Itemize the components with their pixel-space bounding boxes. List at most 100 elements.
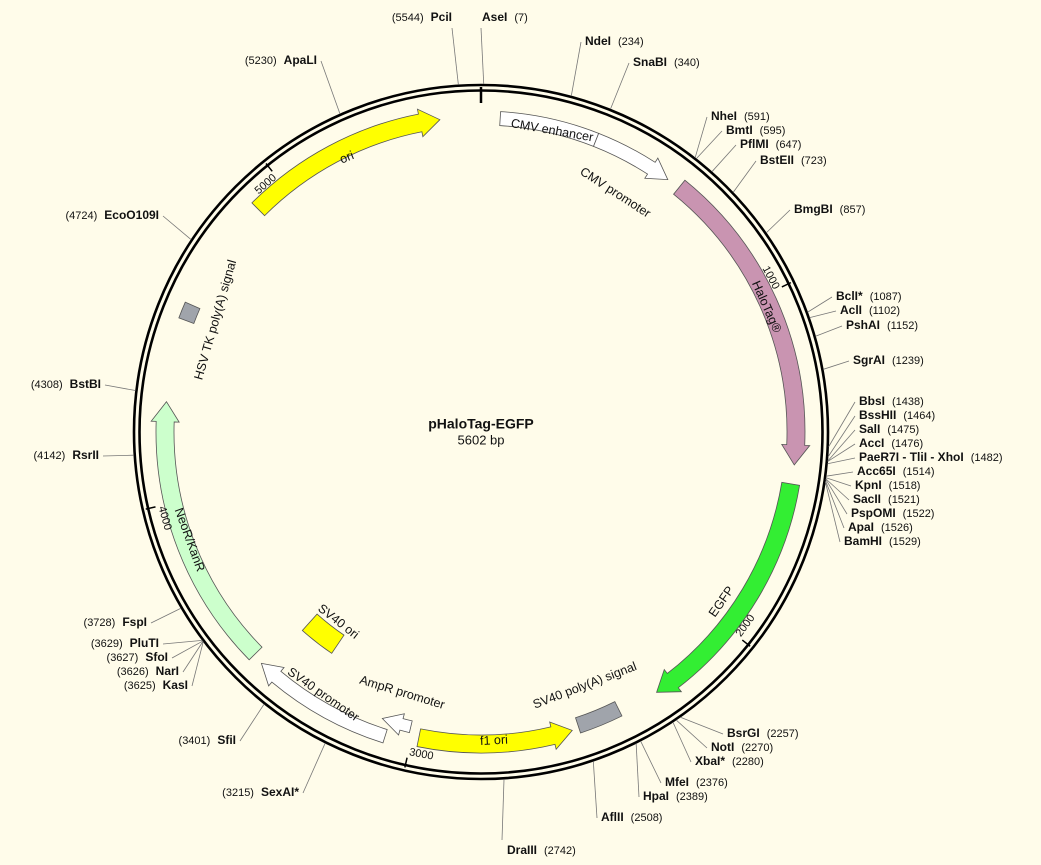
site-leader xyxy=(451,27,459,85)
site-name: AflII xyxy=(601,810,624,824)
site-leader xyxy=(827,443,856,462)
site-leader xyxy=(104,384,136,391)
site-leader xyxy=(320,60,341,114)
site-position: (1518) xyxy=(889,480,921,492)
site-leader xyxy=(825,481,841,543)
site-name: AccI xyxy=(859,436,884,450)
site-name: SacII xyxy=(853,492,881,506)
site-name: BstEII xyxy=(760,153,794,167)
site-name: BbsI xyxy=(859,394,885,408)
site-position: (3627) xyxy=(107,652,139,664)
site-name: BmgBI xyxy=(794,202,833,216)
site-leader xyxy=(610,62,630,110)
site-name: PaeR7I - TliI - XhoI xyxy=(859,450,964,464)
feature xyxy=(381,713,413,736)
site-leader xyxy=(827,457,856,465)
site-name: PflMI xyxy=(740,137,769,151)
site-leader xyxy=(182,641,204,673)
site-name: PluTI xyxy=(130,636,159,650)
site-position: (1529) xyxy=(889,536,921,548)
site-leader xyxy=(592,761,598,819)
site-leader xyxy=(635,743,640,798)
site-position: (1522) xyxy=(903,508,935,520)
site-leader xyxy=(807,296,833,313)
site-position: (2270) xyxy=(741,742,773,754)
site-name: BsrGI xyxy=(727,726,760,740)
site-position: (7) xyxy=(514,12,527,24)
site-position: (1475) xyxy=(887,424,919,436)
site-name: KasI xyxy=(163,678,188,692)
site-leader xyxy=(825,478,850,501)
site-leader xyxy=(162,215,192,240)
site-name: ApaI xyxy=(848,520,874,534)
scale-tick xyxy=(781,281,792,288)
site-name: DraIII xyxy=(507,843,537,857)
site-position: (340) xyxy=(674,57,700,69)
site-leader xyxy=(570,41,582,96)
site-position: (3629) xyxy=(91,638,123,650)
scale-tick xyxy=(404,757,408,768)
feature xyxy=(251,108,441,217)
scale-tick-label: 3000 xyxy=(408,746,434,762)
site-name: MfeI xyxy=(665,775,689,789)
site-leader xyxy=(102,454,134,457)
site-position: (3626) xyxy=(117,666,149,678)
site-name: PspOMI xyxy=(851,506,896,520)
site-leader xyxy=(480,27,485,85)
site-leader xyxy=(732,160,757,193)
site-position: (1521) xyxy=(888,494,920,506)
site-name: BmtI xyxy=(726,123,753,137)
site-name: BamHI xyxy=(844,534,882,548)
site-leader xyxy=(191,641,204,687)
site-position: (1102) xyxy=(869,305,900,317)
site-leader xyxy=(696,130,723,159)
site-leader xyxy=(150,607,182,624)
site-leader xyxy=(302,742,326,794)
site-name: BstBI xyxy=(70,377,101,391)
scale-tick xyxy=(145,506,156,510)
site-leader xyxy=(825,480,845,529)
site-position: (591) xyxy=(744,111,770,123)
feature xyxy=(673,179,811,466)
site-leader xyxy=(826,471,854,477)
site-leader xyxy=(827,429,856,462)
site-name: ApaLI xyxy=(284,53,317,67)
site-leader xyxy=(711,144,737,172)
site-leader xyxy=(501,779,505,841)
site-name: NotI xyxy=(711,740,734,754)
scale-tick xyxy=(741,639,751,647)
site-leader xyxy=(162,640,203,645)
site-leader xyxy=(827,415,856,457)
site-name: AclI xyxy=(840,303,862,317)
site-leader xyxy=(823,360,850,370)
site-position: (1482) xyxy=(971,452,1003,464)
feature xyxy=(593,132,669,181)
site-position: (1514) xyxy=(903,466,935,478)
site-name: BssHII xyxy=(859,408,896,422)
site-name: SexAI* xyxy=(261,785,299,799)
site-leader xyxy=(675,719,708,749)
site-name: RsrII xyxy=(72,448,99,462)
feature xyxy=(150,401,263,661)
site-name: Acc65I xyxy=(857,464,896,478)
site-name: PshAI xyxy=(846,318,880,332)
plasmid-name: pHaloTag-EGFP xyxy=(428,416,534,432)
site-leader xyxy=(828,401,856,447)
feature xyxy=(260,662,388,744)
site-name: XbaI* xyxy=(695,754,725,768)
site-position: (3625) xyxy=(124,680,156,692)
site-position: (4724) xyxy=(66,210,98,222)
feature-label: f1 ori xyxy=(480,733,508,748)
site-leader xyxy=(171,640,203,659)
site-position: (1239) xyxy=(892,355,924,367)
site-name: SalI xyxy=(859,422,880,436)
site-position: (2280) xyxy=(732,756,764,768)
site-leader xyxy=(825,479,848,515)
site-name: NheI xyxy=(711,109,737,123)
site-name: SgrAI xyxy=(853,353,885,367)
site-position: (1087) xyxy=(870,291,902,303)
site-name: NdeI xyxy=(585,34,611,48)
site-position: (5544) xyxy=(392,12,424,24)
site-name: BclI* xyxy=(836,289,863,303)
